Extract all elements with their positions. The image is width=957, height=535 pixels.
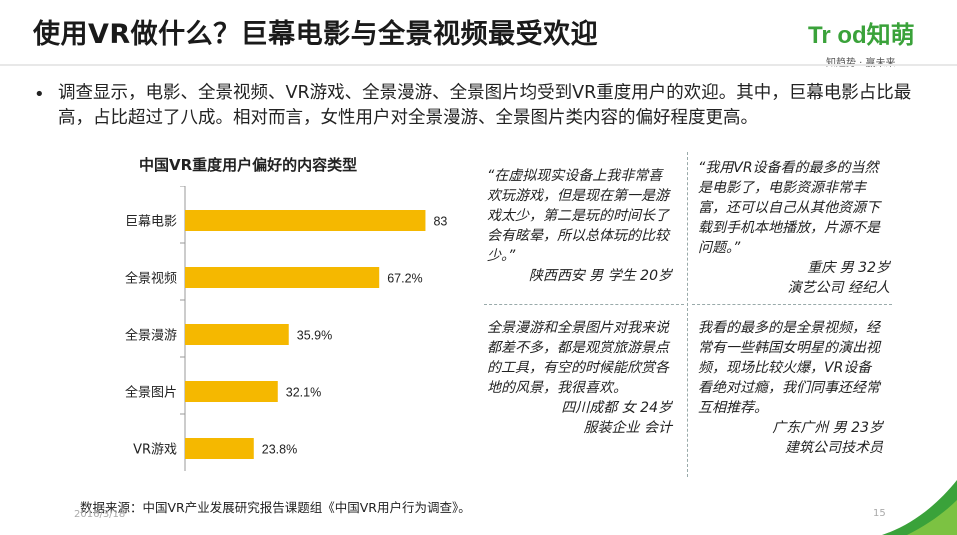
category-label: 全景漫游	[125, 328, 177, 344]
page-number: 15	[873, 508, 886, 519]
slide-date: 2016/3/18	[74, 509, 126, 520]
quote-signature-role: 演艺公司 经纪人	[787, 280, 890, 296]
quote-text: 全景漫游和全景图片对我来说都差不多，都是观赏旅游景点的工具，有空的时候能欣赏各地…	[487, 320, 669, 396]
logo-mark: Tr od知萌	[808, 22, 915, 49]
bar	[185, 210, 426, 231]
category-label: 巨幕电影	[125, 215, 177, 230]
quote-card-3: 全景漫游和全景图片对我来说都差不多，都是观赏旅游景点的工具，有空的时候能欣赏各地…	[487, 318, 672, 438]
summary-text: 调查显示，电影、全景视频、VR游戏、全景漫游、全景图片均受到VR重度用户的欢迎。…	[58, 83, 912, 128]
brand-logo: Tr od知萌 知趋势 · 赢未来	[808, 24, 928, 70]
quote-card-4: 我看的最多的是全景视频，经常有一些韩国女明星的演出视频，现场比较火爆，VR设备看…	[698, 318, 883, 458]
quote-signature-role: 服装企业 会计	[583, 420, 672, 436]
data-label: 35.9%	[297, 329, 332, 343]
quote-horizontal-divider-right	[692, 304, 892, 305]
chart-title: 中国VR重度用户偏好的内容类型	[139, 156, 358, 174]
data-source: 数据来源：中国VR产业发展研究报告课题组《中国VR用户行为调查》。	[80, 500, 471, 515]
quote-text: 我看的最多的是全景视频，经常有一些韩国女明星的演出视频，现场比较火爆，VR设备看…	[698, 320, 880, 416]
category-label: VR游戏	[133, 443, 177, 458]
data-label: 83.2%	[433, 215, 448, 229]
category-label: 全景图片	[125, 385, 177, 401]
quote-signature: 四川成都 女 24岁	[561, 400, 672, 416]
bar	[185, 267, 380, 288]
quote-text: “在虚拟现实设备上我非常喜欢玩游戏，但是现在第一是游戏太少，第二是玩的时间长了会…	[487, 168, 669, 264]
quote-signature: 重庆 男 32岁	[807, 260, 890, 276]
quote-card-2: “我用VR设备看的最多的当然是电影了，电影资源非常丰富，还可以自己从其他资源下载…	[698, 158, 890, 298]
quote-horizontal-divider-left	[484, 304, 684, 305]
category-label: 全景视频	[125, 271, 177, 287]
bar	[185, 381, 278, 402]
data-label: 67.2%	[387, 272, 422, 286]
bar	[185, 438, 254, 459]
quote-signature: 广东广州 男 23岁	[772, 420, 883, 436]
corner-decoration	[882, 480, 957, 535]
data-label: 23.8%	[262, 443, 297, 457]
quote-card-1: “在虚拟现实设备上我非常喜欢玩游戏，但是现在第一是游戏太少，第二是玩的时间长了会…	[487, 166, 672, 286]
bar	[185, 324, 289, 345]
quote-text: “我用VR设备看的最多的当然是电影了，电影资源非常丰富，还可以自己从其他资源下载…	[698, 160, 880, 256]
logo-tagline: 知趋势 · 赢未来	[826, 54, 928, 69]
data-label: 32.1%	[286, 386, 321, 400]
quote-signature: 陕西西安 男 学生 20岁	[528, 268, 672, 284]
page-title: 使用VR做什么？巨幕电影与全景视频最受欢迎	[33, 19, 599, 50]
bullet-icon: •	[34, 84, 45, 105]
bar-chart: 巨幕电影 83.2% 全景视频 67.2% 全景漫游 35.9% 全景图片 32.1% VR游戏…	[125, 186, 448, 471]
quote-vertical-divider	[687, 152, 688, 477]
header-divider	[0, 64, 957, 66]
quote-signature-role: 建筑公司技术员	[785, 440, 883, 456]
